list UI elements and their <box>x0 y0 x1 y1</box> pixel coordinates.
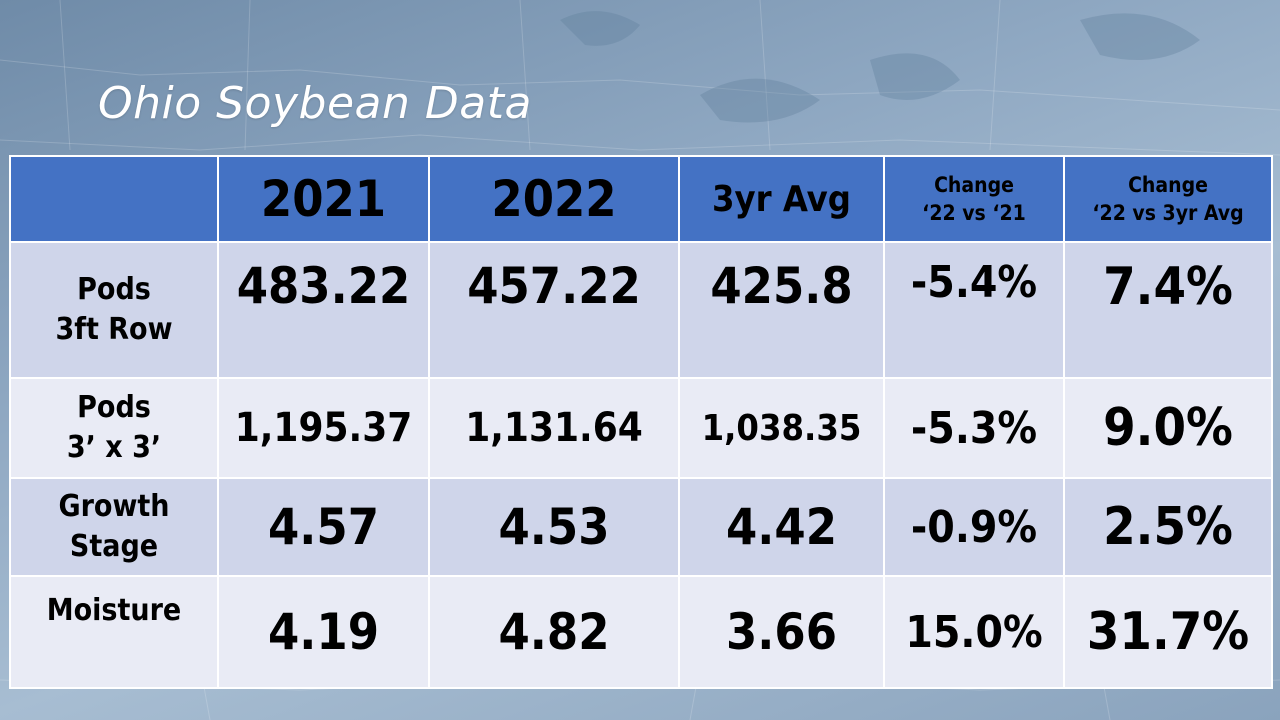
header-change-label: Change <box>934 173 1014 197</box>
cell-2022: 4.82 <box>428 575 680 689</box>
table-row: Pods 3’ x 3’ 1,195.37 1,131.64 1,038.35 … <box>9 377 1273 479</box>
header-2021: 2021 <box>217 155 430 243</box>
header-change-22-vs-21: Change ‘22 vs ‘21 <box>883 155 1065 243</box>
cell-2022: 1,131.64 <box>428 377 680 479</box>
cell-3yr-avg: 3.66 <box>678 575 885 689</box>
row-label: Pods 3’ x 3’ <box>9 377 219 479</box>
cell-change-22-vs-3yr: 9.0% <box>1063 377 1273 479</box>
table-row: Pods 3ft Row 483.22 457.22 425.8 -5.4% 7… <box>9 241 1273 379</box>
row-label: Growth Stage <box>9 477 219 577</box>
cell-change-22-vs-21: 15.0% <box>883 575 1065 689</box>
header-change-label: Change <box>1128 173 1208 197</box>
cell-change-22-vs-21: -0.9% <box>883 477 1065 577</box>
cell-2021: 4.19 <box>217 575 430 689</box>
table-row: Moisture 4.19 4.82 3.66 15.0% 31.7% <box>9 575 1273 689</box>
cell-3yr-avg: 425.8 <box>678 241 885 379</box>
cell-change-22-vs-3yr: 2.5% <box>1063 477 1273 577</box>
header-3yr-avg: 3yr Avg <box>678 155 885 243</box>
header-change-sub: ‘22 vs ‘21 <box>922 201 1026 225</box>
cell-change-22-vs-21: -5.3% <box>883 377 1065 479</box>
cell-2021: 4.57 <box>217 477 430 577</box>
header-row: 2021 2022 3yr Avg Change ‘22 vs ‘21 Chan… <box>9 155 1273 243</box>
cell-change-22-vs-3yr: 7.4% <box>1063 241 1273 379</box>
cell-change-22-vs-3yr: 31.7% <box>1063 575 1273 689</box>
cell-2022: 457.22 <box>428 241 680 379</box>
cell-change-22-vs-21: -5.4% <box>883 241 1065 379</box>
header-2022: 2022 <box>428 155 680 243</box>
header-change-sub: ‘22 vs 3yr Avg <box>1092 201 1244 225</box>
soybean-data-table: 2021 2022 3yr Avg Change ‘22 vs ‘21 Chan… <box>9 155 1273 689</box>
row-label: Pods 3ft Row <box>9 241 219 379</box>
header-change-22-vs-3yr: Change ‘22 vs 3yr Avg <box>1063 155 1273 243</box>
cell-2021: 483.22 <box>217 241 430 379</box>
cell-2021: 1,195.37 <box>217 377 430 479</box>
header-empty-cell <box>9 155 219 243</box>
cell-2022: 4.53 <box>428 477 680 577</box>
cell-3yr-avg: 1,038.35 <box>678 377 885 479</box>
row-label: Moisture <box>9 575 219 689</box>
cell-3yr-avg: 4.42 <box>678 477 885 577</box>
page-title: Ohio Soybean Data <box>98 78 532 129</box>
table-row: Growth Stage 4.57 4.53 4.42 -0.9% 2.5% <box>9 477 1273 577</box>
